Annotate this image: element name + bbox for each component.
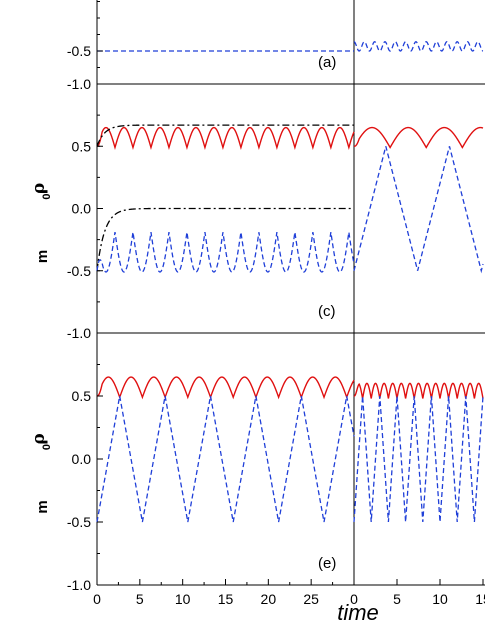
y-tick-label: 0.5 [72,138,92,154]
y-tick-label: 0.0 [72,451,92,467]
y-axis-label-rho-sub: 0 [41,444,53,450]
y-tick-label: 0.5 [72,388,92,404]
x-tick-label: 5 [136,591,144,607]
x-tick-label: 25 [303,591,319,607]
x-tick-label: 0 [350,591,358,607]
y-tick-label: 0.0 [72,201,92,217]
series-line-2-1 [96,395,355,523]
y-tick-label: -0.5 [67,263,91,279]
y-tick-label: -1.0 [67,76,91,92]
series-line-1-0 [96,126,355,151]
series-line-1-4 [353,126,484,149]
series-line-2-3 [353,395,484,523]
series-line-2-2 [353,382,484,399]
series-line-2-0 [96,376,355,400]
y-tick-label: -1.0 [67,577,91,593]
y-axis-label-rho: ρ [29,433,49,444]
series-line-1-1 [96,124,354,147]
x-tick-label: 5 [393,591,401,607]
x-tick-label: 15 [218,591,234,607]
y-axis-label-m: m [34,500,51,513]
x-tick-label: 0 [93,591,101,607]
series-line-1-3 [96,232,355,273]
y-tick-label: -0.5 [67,514,91,530]
y-tick-label: -1.0 [67,325,91,341]
series-line-0-1 [353,41,484,52]
panel-label: (c) [318,303,336,320]
series-line-1-2 [96,207,354,271]
y-axis-label-m: m [34,250,51,263]
series-line-1-5 [353,146,484,274]
y-axis-label-rho: ρ [29,183,49,194]
x-tick-label: 10 [175,591,191,607]
y-tick-label: -0.5 [67,43,91,59]
x-axis-title: time [337,600,379,625]
x-tick-label: 20 [261,591,277,607]
panel-label: (e) [318,555,336,572]
y-axis-label-rho-sub: 0 [41,193,53,199]
x-tick-label: 15 [475,591,485,607]
panel-label: (a) [318,54,336,71]
x-tick-label: 10 [432,591,448,607]
